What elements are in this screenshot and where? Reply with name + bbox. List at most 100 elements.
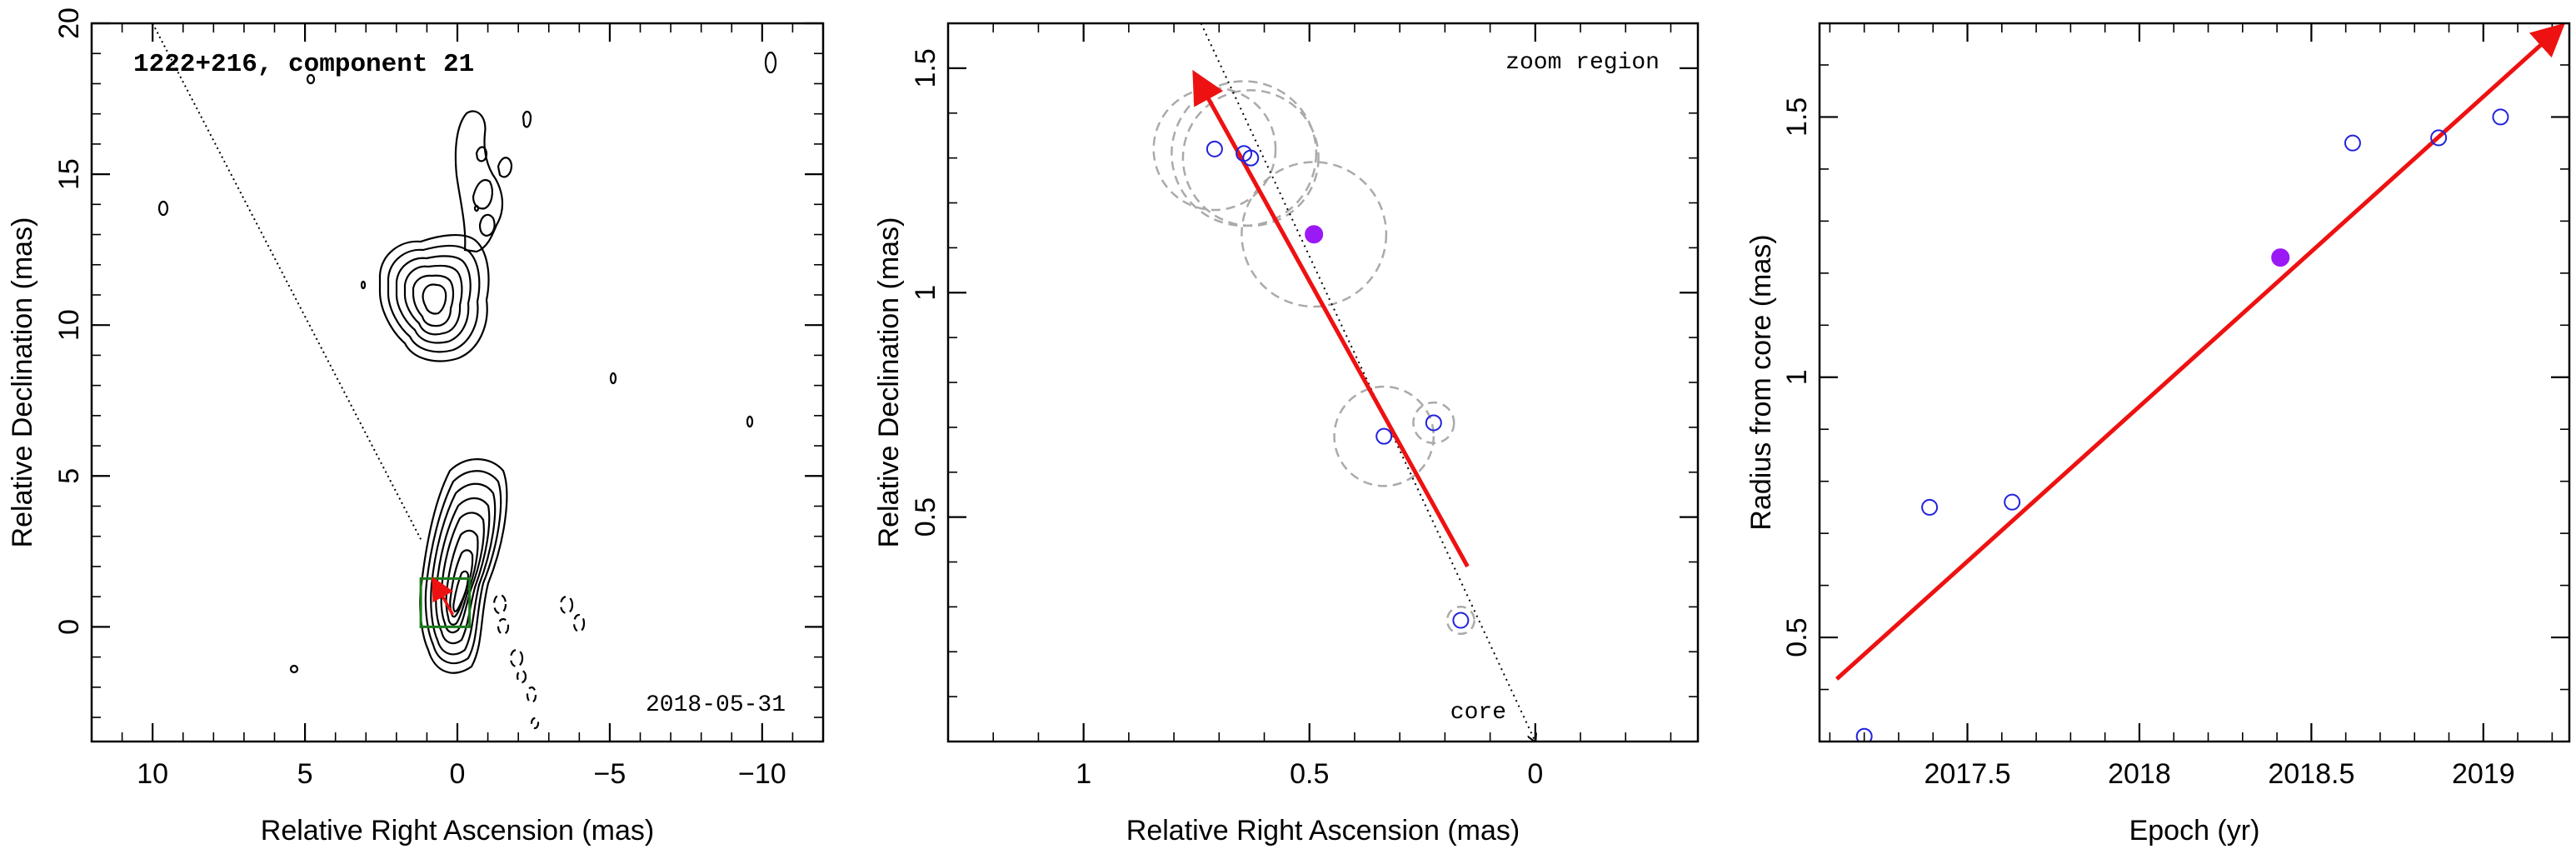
radius-point — [2492, 108, 2509, 126]
contour-island — [746, 415, 754, 428]
contour-jet — [478, 213, 496, 237]
contour-jet — [412, 274, 455, 327]
negative-contour — [530, 717, 540, 730]
radius-point — [2004, 493, 2021, 511]
contour-map-date: 2018-05-31 — [646, 692, 786, 718]
p1-ytick-label: 5 — [53, 468, 85, 484]
contour-levels — [157, 51, 777, 730]
radius-point-filled — [2271, 248, 2290, 267]
p1-ytick-label: 0 — [53, 619, 85, 635]
p3-xtick-label: 2018 — [2108, 758, 2171, 790]
contour-island — [473, 204, 480, 212]
contour-jet — [475, 146, 488, 162]
p2-ytick-label: 0.5 — [910, 497, 941, 537]
contour-map-title: 1222+216, component 21 — [133, 50, 474, 79]
contour-map-panel: 10 5 0 −5 −10 0 5 10 15 20 — [7, 7, 825, 847]
component-size-circle — [1412, 401, 1455, 445]
contour-map-xlabel: Relative Right Ascension (mas) — [261, 815, 654, 847]
position-point — [1425, 414, 1442, 432]
position-point — [1375, 427, 1393, 445]
contour-core — [445, 529, 479, 626]
contour-core — [440, 512, 485, 634]
contour-jet — [387, 244, 481, 353]
p2-ytick-label: 1 — [910, 285, 941, 301]
component-size-circle — [1445, 606, 1475, 636]
p1-ytick-label: 15 — [53, 158, 85, 190]
radius-epoch-panel: 2017.5 2018 2018.5 2019 0.5 1 1.5 Epoch (yr) R… — [1745, 22, 2571, 847]
contour-jet — [378, 233, 490, 362]
p2-xtick-label: 1 — [1076, 758, 1091, 790]
negative-contour — [492, 593, 507, 615]
jet-direction-line — [152, 23, 422, 540]
p1-xtick-label: −5 — [594, 758, 627, 790]
negative-contour — [559, 595, 574, 615]
p3-xtick-label: 2019 — [2452, 758, 2515, 790]
radius-point — [1855, 727, 1873, 742]
contour-core — [435, 497, 491, 645]
zoom-region-label: zoom region — [1505, 50, 1660, 76]
p3-ytick-label: 0.5 — [1781, 617, 1813, 657]
zoom-xlabel: Relative Right Ascension (mas) — [1126, 815, 1520, 847]
contour-jet — [454, 110, 504, 253]
contour-map-ylabel: Relative Declination (mas) — [7, 217, 38, 548]
contour-island — [157, 200, 169, 217]
p3-xtick-label: 2018.5 — [2268, 758, 2354, 790]
p1-xtick-label: 0 — [450, 758, 466, 790]
component-size-circle — [1333, 385, 1435, 487]
contour-map-ticks: 10 5 0 −5 −10 0 5 10 15 20 — [53, 7, 824, 790]
core-direction-line — [1200, 23, 1535, 742]
radius-point — [2430, 129, 2448, 147]
zoom-ylabel: Relative Declination (mas) — [873, 217, 905, 548]
negative-contour — [516, 669, 527, 684]
contour-core — [419, 458, 508, 674]
p2-xtick-label: 0.5 — [1290, 758, 1329, 790]
contour-island — [289, 664, 299, 674]
contour-island — [306, 73, 316, 85]
p1-xtick-label: 5 — [297, 758, 313, 790]
negative-contour — [572, 613, 586, 633]
contour-jet — [472, 178, 493, 210]
radius-marks — [1835, 23, 2566, 742]
p3-ytick-label: 1 — [1781, 369, 1813, 385]
contour-island — [764, 51, 777, 74]
zoom-frame — [946, 22, 1700, 743]
radius-xlabel: Epoch (yr) — [2129, 815, 2260, 847]
contour-island — [360, 280, 367, 290]
contour-jet — [403, 264, 463, 336]
p3-xtick-label: 2017.5 — [1925, 758, 2011, 790]
p3-ytick-label: 1.5 — [1781, 97, 1813, 137]
zoom-ticks: 1 0.5 0 0.5 1 1.5 — [910, 23, 1698, 790]
negative-contour — [526, 686, 537, 704]
p2-xtick-label: 0 — [1527, 758, 1543, 790]
contour-map-frame — [90, 22, 825, 743]
radius-frame — [1818, 22, 2571, 743]
zoom-marks — [1152, 23, 1535, 742]
position-point — [1452, 612, 1470, 629]
position-point-filled — [1305, 225, 1324, 244]
p1-xtick-label: 10 — [137, 758, 168, 790]
component-size-circle — [1241, 161, 1388, 308]
p2-ytick-label: 1.5 — [910, 48, 941, 87]
p1-xtick-label: −10 — [738, 758, 786, 790]
radius-ticks: 2017.5 2018 2018.5 2019 0.5 1 1.5 — [1781, 23, 2569, 790]
contour-core — [424, 470, 502, 665]
contour-core — [430, 482, 497, 656]
radius-ylabel: Radius from core (mas) — [1745, 234, 1777, 530]
position-point — [1242, 149, 1260, 167]
position-point — [1206, 140, 1223, 157]
contour-artwork — [157, 51, 777, 674]
contour-jet — [422, 283, 447, 315]
contour-jet — [497, 157, 513, 178]
contour-jet — [395, 255, 472, 344]
contour-island — [609, 372, 617, 385]
core-label: core — [1450, 700, 1506, 726]
contour-core — [452, 570, 470, 613]
radius-point — [1921, 498, 1939, 516]
contour-jet — [522, 110, 532, 128]
p1-ytick-label: 10 — [53, 309, 85, 341]
fit-vector — [1192, 69, 1470, 568]
negative-contour — [497, 617, 510, 636]
zoom-panel: 1 0.5 0 0.5 1 1.5 zoom region core Relative R… — [873, 22, 1700, 847]
fit-line — [1835, 23, 2566, 681]
